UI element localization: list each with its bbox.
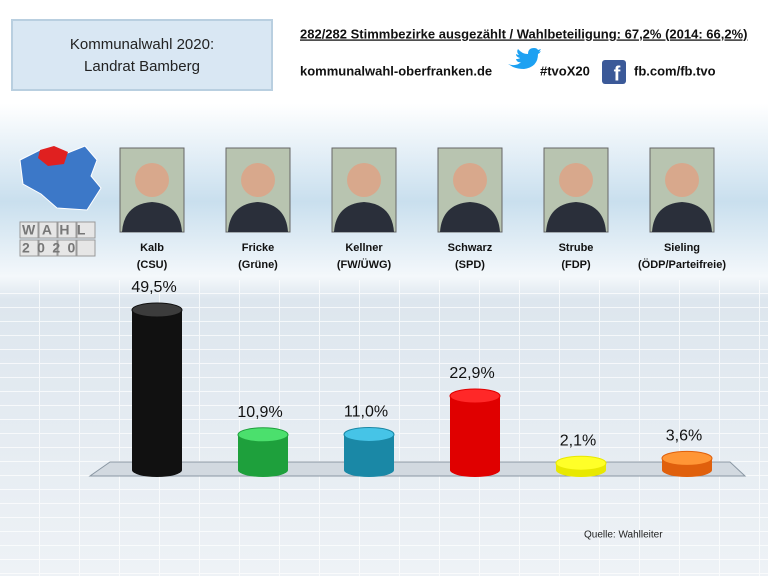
logo-box	[76, 221, 96, 239]
candidate-party: (SPD)	[455, 259, 485, 271]
bar-top	[237, 427, 289, 443]
logo-box	[19, 221, 39, 239]
photo-body	[122, 202, 182, 232]
bar-top	[449, 388, 501, 404]
bar-top	[131, 302, 183, 318]
facebook-f: f	[614, 63, 621, 85]
photo-head	[453, 163, 487, 197]
photo-body	[440, 202, 500, 232]
candidate-party: (FDP)	[561, 259, 591, 271]
map-region	[38, 146, 68, 166]
twitter-icon	[508, 48, 541, 69]
bar	[344, 434, 394, 477]
candidate-party: (ÖDP/Parteifreie)	[638, 258, 726, 271]
value-label: 11,0%	[344, 404, 388, 421]
photo-head	[665, 163, 699, 197]
candidate-party: (Grüne)	[238, 259, 278, 271]
bar	[132, 310, 182, 477]
candidate-name: Kalb	[140, 242, 164, 254]
value-label: 2,1%	[560, 432, 596, 449]
logo-box	[19, 239, 39, 257]
chart-floor	[88, 461, 747, 477]
logo-box	[57, 239, 77, 257]
candidate-name: Sieling	[664, 242, 700, 254]
bar	[238, 434, 288, 477]
bar	[450, 395, 500, 477]
source: Quelle: Wahlleiter	[584, 530, 663, 541]
candidate-name: Strube	[559, 242, 594, 254]
candidate-party: (CSU)	[137, 259, 168, 271]
value-label: 3,6%	[666, 428, 702, 445]
logo-text: 2020	[22, 240, 83, 256]
hashtag: #tvoX20	[540, 63, 590, 78]
photo-head	[241, 163, 275, 197]
bar-top	[555, 455, 607, 471]
photo-body	[652, 202, 712, 232]
photo-body	[334, 202, 394, 232]
candidate-party: (FW/ÜWG)	[337, 258, 392, 271]
value-label: 22,9%	[449, 365, 494, 382]
chart-subtitle: Landrat Bamberg	[84, 58, 200, 75]
candidate-name: Schwarz	[448, 242, 493, 254]
photo-body	[546, 202, 606, 232]
bar-top	[343, 426, 395, 442]
bar-top	[661, 450, 713, 466]
chart-title: Kommunalwahl 2020:	[70, 36, 214, 53]
photo-head	[559, 163, 593, 197]
facebook-icon	[602, 60, 626, 84]
facebook: fb.com/fb.tvo	[634, 63, 716, 78]
photo-body	[228, 202, 288, 232]
floor-grid	[0, 280, 768, 576]
title-box	[11, 19, 273, 91]
value-label: 49,5%	[131, 279, 176, 296]
logo-box	[38, 221, 58, 239]
logo-text: WAHL	[22, 222, 93, 238]
logo-box	[57, 221, 77, 239]
info-line: 282/282 Stimmbezirke ausgezählt / Wahlbe…	[300, 26, 747, 41]
website: kommunalwahl-oberfranken.de	[300, 63, 492, 78]
candidate-name: Fricke	[242, 242, 274, 254]
value-label: 10,9%	[237, 404, 282, 421]
logo-box	[76, 239, 96, 257]
logo-box	[38, 239, 58, 257]
photo-head	[347, 163, 381, 197]
photo-head	[135, 163, 169, 197]
candidate-name: Kellner	[345, 242, 383, 254]
